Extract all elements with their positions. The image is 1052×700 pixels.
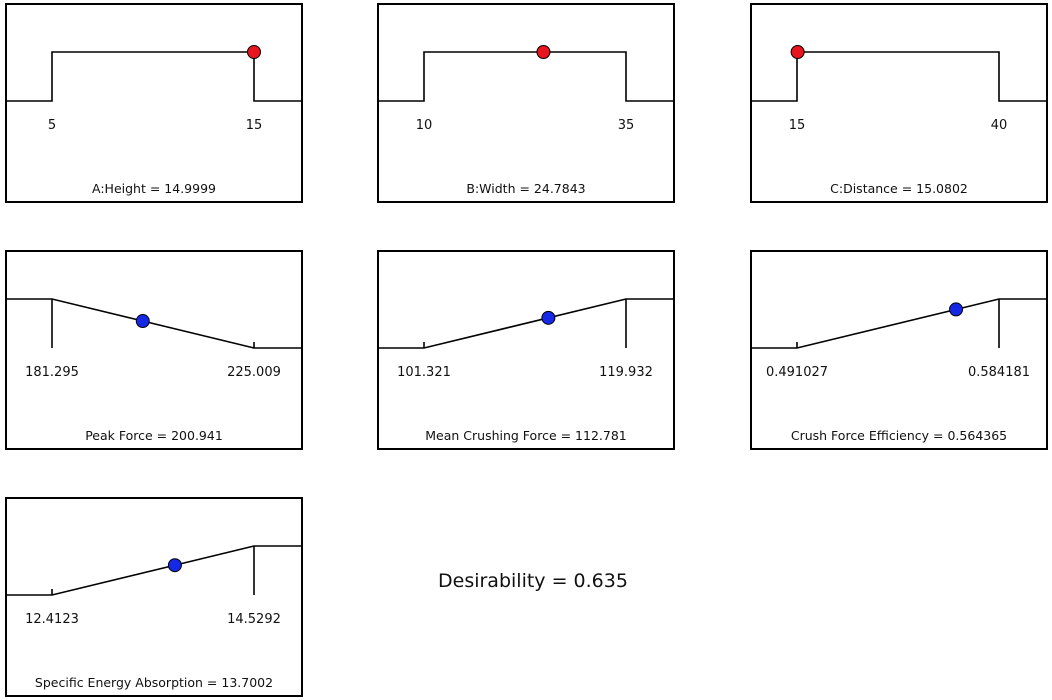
panel-frame <box>5 3 303 203</box>
ramp-panel: 15 40 C:Distance = 15.0802 <box>750 3 1048 203</box>
max-tick-label: 15 <box>246 118 263 133</box>
min-tick-label: 10 <box>416 118 433 133</box>
value-marker <box>536 45 551 59</box>
ramp-line <box>5 298 303 349</box>
ramp-panel: 10 35 B:Width = 24.7843 <box>377 3 675 203</box>
value-marker <box>135 314 150 329</box>
panel-frame <box>750 250 1048 450</box>
ramp-line <box>5 545 303 596</box>
ramp-panel: 181.295 225.009 Peak Force = 200.941 <box>5 250 303 450</box>
ramp-panel: 101.321 119.932 Mean Crushing Force = 112.… <box>377 250 675 450</box>
ramp-line <box>377 298 675 349</box>
panel-caption: Mean Crushing Force = 112.781 <box>425 428 627 443</box>
panel-frame <box>750 3 1048 203</box>
panel-frame <box>5 497 303 697</box>
value-marker <box>949 302 964 317</box>
min-tick-label: 181.295 <box>25 365 79 380</box>
min-tick-label: 101.321 <box>397 365 451 380</box>
ramp-line <box>750 51 1048 102</box>
desirability-label: Desirability = 0.635 <box>438 570 628 592</box>
max-tick-label: 35 <box>618 118 635 133</box>
max-tick-label: 225.009 <box>227 365 281 380</box>
min-tick-label: 5 <box>48 118 56 133</box>
ramp-line <box>750 298 1048 349</box>
max-tick-label: 14.5292 <box>227 612 281 627</box>
ramp-plot: 15 40 C:Distance = 15.0802 <box>750 3 1048 203</box>
ramp-plot: 181.295 225.009 Peak Force = 200.941 <box>5 250 303 450</box>
panel-caption: C:Distance = 15.0802 <box>830 181 968 196</box>
value-marker <box>541 310 556 325</box>
panel-caption: Crush Force Efficiency = 0.564365 <box>791 428 1007 443</box>
min-tick-label: 0.491027 <box>766 365 828 380</box>
ramp-panel: 12.4123 14.5292 Specific Energy Absorption… <box>5 497 303 697</box>
value-marker <box>790 45 805 59</box>
panel-caption: A:Height = 14.9999 <box>92 181 216 196</box>
max-tick-label: 0.584181 <box>968 365 1030 380</box>
ramp-plot: 101.321 119.932 Mean Crushing Force = 112.… <box>377 250 675 450</box>
panel-caption: Specific Energy Absorption = 13.7002 <box>35 675 273 690</box>
value-marker <box>246 45 261 59</box>
max-tick-label: 119.932 <box>599 365 653 380</box>
value-marker <box>167 558 182 573</box>
panel-caption: B:Width = 24.7843 <box>466 181 585 196</box>
ramp-plot: 0.491027 0.584181 Crush Force Efficiency =… <box>750 250 1048 450</box>
ramp-panel: 5 15 A:Height = 14.9999 <box>5 3 303 203</box>
min-tick-label: 12.4123 <box>25 612 79 627</box>
ramp-plot: 5 15 A:Height = 14.9999 <box>5 3 303 203</box>
ramp-plot: 12.4123 14.5292 Specific Energy Absorption… <box>5 497 303 697</box>
ramp-line <box>377 51 675 102</box>
ramp-plot: 10 35 B:Width = 24.7843 <box>377 3 675 203</box>
panel-caption: Peak Force = 200.941 <box>85 428 223 443</box>
min-tick-label: 15 <box>789 118 806 133</box>
panel-frame <box>377 250 675 450</box>
ramp-line <box>5 51 303 102</box>
max-tick-label: 40 <box>991 118 1008 133</box>
panel-frame <box>377 3 675 203</box>
ramp-panel: 0.491027 0.584181 Crush Force Efficiency =… <box>750 250 1048 450</box>
panel-frame <box>5 250 303 450</box>
